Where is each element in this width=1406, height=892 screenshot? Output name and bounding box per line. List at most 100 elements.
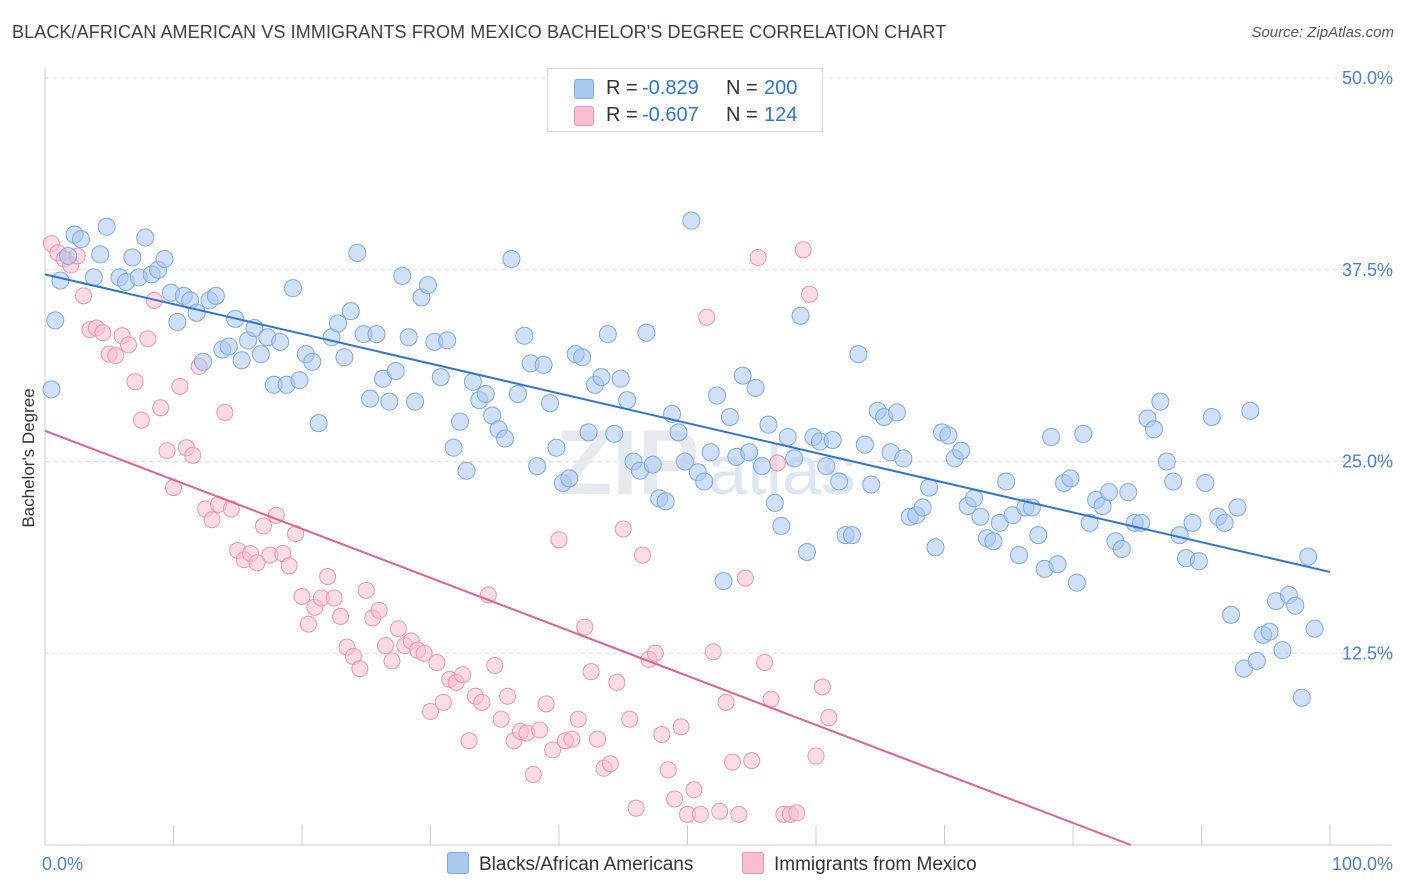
y-tick-label: 12.5% [1342, 643, 1393, 663]
blacks-trend-line [44, 273, 1331, 573]
blacks-point [1183, 513, 1202, 532]
blacks-point [438, 331, 457, 350]
blacks-point [952, 441, 971, 460]
legend-n-label: N = [726, 77, 758, 99]
blacks-point [830, 472, 849, 491]
mexico-point [730, 805, 748, 823]
blacks-point [1112, 539, 1131, 558]
mexico-point [460, 732, 478, 750]
blacks-point [579, 423, 598, 442]
blacks-point [1067, 573, 1086, 592]
blacks-point [675, 452, 694, 471]
blacks-point [1010, 546, 1029, 565]
mexico-point [813, 678, 831, 696]
blacks-point [740, 443, 759, 462]
mexico-point [415, 644, 433, 662]
blacks-point [431, 368, 450, 387]
mexico-point [293, 587, 311, 605]
mexico-point [473, 693, 491, 711]
blacks-point [136, 228, 155, 247]
axes [44, 68, 1392, 846]
blacks-point [451, 412, 470, 431]
blacks-point [759, 415, 778, 434]
mexico-point [158, 442, 176, 460]
blacks-point [1048, 555, 1067, 574]
mexico-point [569, 710, 587, 728]
blacks-point [1042, 427, 1061, 446]
blacks-point [1305, 619, 1324, 638]
mexico-point [216, 403, 234, 421]
blacks-point [855, 435, 874, 454]
mexico-point [486, 657, 504, 675]
correlation-legend: R = -0.829 N = 200 R = -0.607 N = 124 [547, 68, 823, 132]
blacks-point [785, 449, 804, 468]
mexico-point [351, 660, 369, 678]
blacks-point [271, 332, 290, 351]
blacks-point [1119, 483, 1138, 502]
mexico-point [319, 568, 337, 586]
mexico-point [152, 399, 170, 417]
blacks-point [1247, 651, 1266, 670]
mexico-point [634, 546, 652, 564]
mexico-point [659, 761, 677, 779]
blacks-point [444, 438, 463, 457]
blacks-point [251, 345, 270, 364]
y-axis-label: Bachelor's Degree [19, 388, 38, 527]
legend-n-value: 200 [764, 77, 798, 99]
mexico-point [171, 377, 189, 395]
mexico-point [499, 687, 517, 705]
blacks-point [399, 328, 418, 347]
mexico-point [120, 336, 138, 354]
blacks-point [1099, 483, 1118, 502]
mexico-point [704, 643, 722, 661]
legend-n-value: 124 [764, 104, 798, 126]
mexico-point [666, 790, 684, 808]
blacks-point [753, 457, 772, 476]
blacks-point [328, 314, 347, 333]
blacks-point [695, 472, 714, 491]
legend-row-blacks: R = -0.829 N = 200 [548, 75, 822, 101]
legend-r-label: R = [606, 77, 638, 99]
mexico-point [107, 347, 125, 365]
mexico-point [601, 755, 619, 773]
blacks-point [1241, 401, 1260, 420]
blacks-point [406, 392, 425, 411]
mexico-point [608, 673, 626, 691]
mexico-point [531, 721, 549, 739]
blacks-point [290, 371, 309, 390]
blacks-point [284, 279, 303, 298]
x-tick-label: 100.0% [1332, 854, 1393, 874]
y-tick-label: 37.5% [1342, 260, 1393, 280]
blacks-point [920, 478, 939, 497]
mexico-point [576, 618, 594, 636]
blacks-point [913, 498, 932, 517]
mexico-point [139, 330, 157, 348]
blacks-point [894, 449, 913, 468]
mexico-point [756, 653, 774, 671]
blacks-point [1260, 622, 1279, 641]
bottom-legend-label-mexico: Immigrants from Mexico [774, 854, 977, 875]
blacks-point [637, 323, 656, 342]
blacks-point [194, 352, 213, 371]
blue-points [42, 211, 1324, 707]
blacks-point [1273, 641, 1292, 660]
mexico-point [357, 581, 375, 599]
blacks-point [1299, 547, 1318, 566]
blacks-point [1164, 472, 1183, 491]
blacks-point [573, 348, 592, 367]
legend-swatch-blue [574, 79, 594, 99]
blacks-point [971, 507, 990, 526]
blacks-point [618, 391, 637, 410]
blacks-point [91, 245, 110, 264]
blacks-point [701, 443, 720, 462]
mexico-point [94, 324, 112, 342]
blacks-point [926, 538, 945, 557]
mexico-point [422, 703, 439, 721]
blacks-point [528, 457, 547, 476]
blacks-point [1202, 408, 1221, 427]
blacks-point [393, 266, 412, 285]
y-tick-label: 50.0% [1342, 68, 1393, 88]
mexico-point [723, 753, 741, 771]
blacks-point [714, 572, 733, 591]
bottom-legend-swatch-pink [742, 852, 764, 874]
